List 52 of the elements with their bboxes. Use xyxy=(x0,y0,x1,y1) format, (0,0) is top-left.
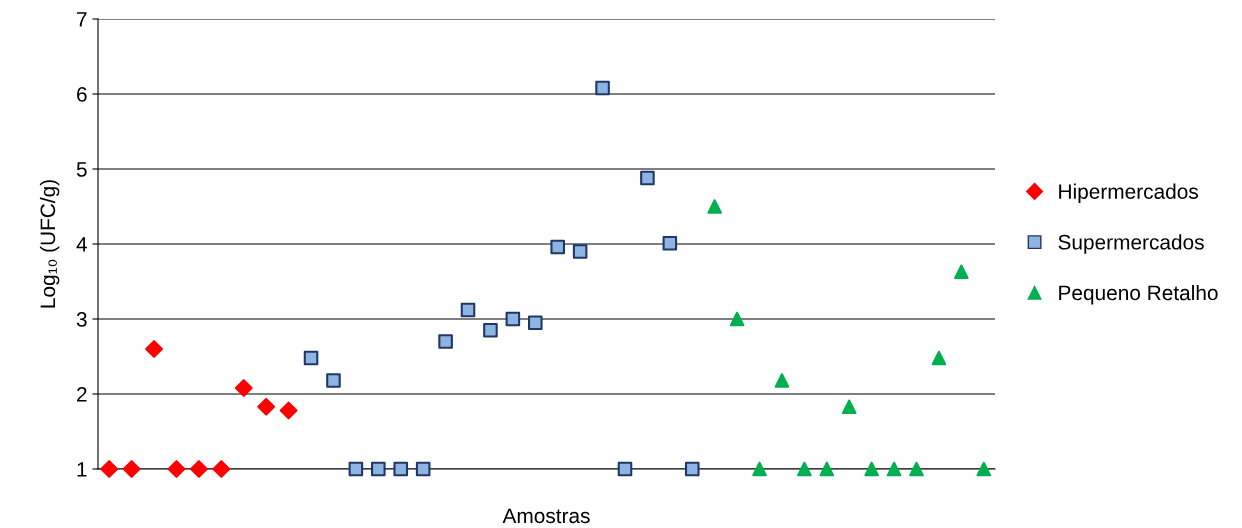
y-tick-label: 5 xyxy=(76,162,87,177)
point xyxy=(348,461,364,477)
point xyxy=(100,460,119,478)
legend-label: Supermercados xyxy=(1058,234,1204,254)
point xyxy=(752,461,767,477)
point xyxy=(505,311,521,327)
point xyxy=(572,244,588,259)
point xyxy=(279,401,298,420)
legend-label: Hipermercados xyxy=(1059,183,1198,204)
point xyxy=(864,461,879,477)
point xyxy=(954,264,969,280)
point xyxy=(819,461,835,477)
point xyxy=(326,373,341,388)
point xyxy=(190,460,208,478)
point xyxy=(640,170,655,186)
y-tick-label: 4 xyxy=(76,237,87,252)
point xyxy=(438,334,453,349)
point xyxy=(234,379,253,397)
point xyxy=(550,239,565,255)
point xyxy=(212,460,231,478)
point xyxy=(483,322,498,338)
x-axis-title: Amostras xyxy=(502,508,590,524)
point xyxy=(729,311,745,327)
point xyxy=(707,199,722,214)
y-tick-label: 2 xyxy=(77,387,87,402)
point xyxy=(393,461,409,477)
point xyxy=(684,461,700,477)
point xyxy=(415,461,431,477)
point xyxy=(617,461,633,477)
point xyxy=(145,340,163,358)
point xyxy=(774,373,790,388)
point xyxy=(303,350,319,366)
point xyxy=(976,461,992,477)
point xyxy=(371,461,386,477)
point xyxy=(797,461,812,477)
point xyxy=(841,399,857,415)
point xyxy=(257,397,276,416)
y-tick-label: 3 xyxy=(76,312,87,327)
point xyxy=(931,350,947,366)
point xyxy=(167,460,186,478)
y-axis-title: Log₁₀ (UFC/g) xyxy=(39,180,60,308)
point xyxy=(595,80,610,96)
point xyxy=(886,461,902,477)
point xyxy=(122,460,141,478)
y-tick-label: 6 xyxy=(77,87,87,102)
y-tick-label: 7 xyxy=(77,12,87,27)
legend-label: Pequeno Retalho xyxy=(1059,284,1218,305)
point xyxy=(909,461,924,477)
point xyxy=(662,235,678,251)
point xyxy=(528,315,543,331)
point xyxy=(460,302,476,318)
y-tick-label: 1 xyxy=(77,462,87,477)
